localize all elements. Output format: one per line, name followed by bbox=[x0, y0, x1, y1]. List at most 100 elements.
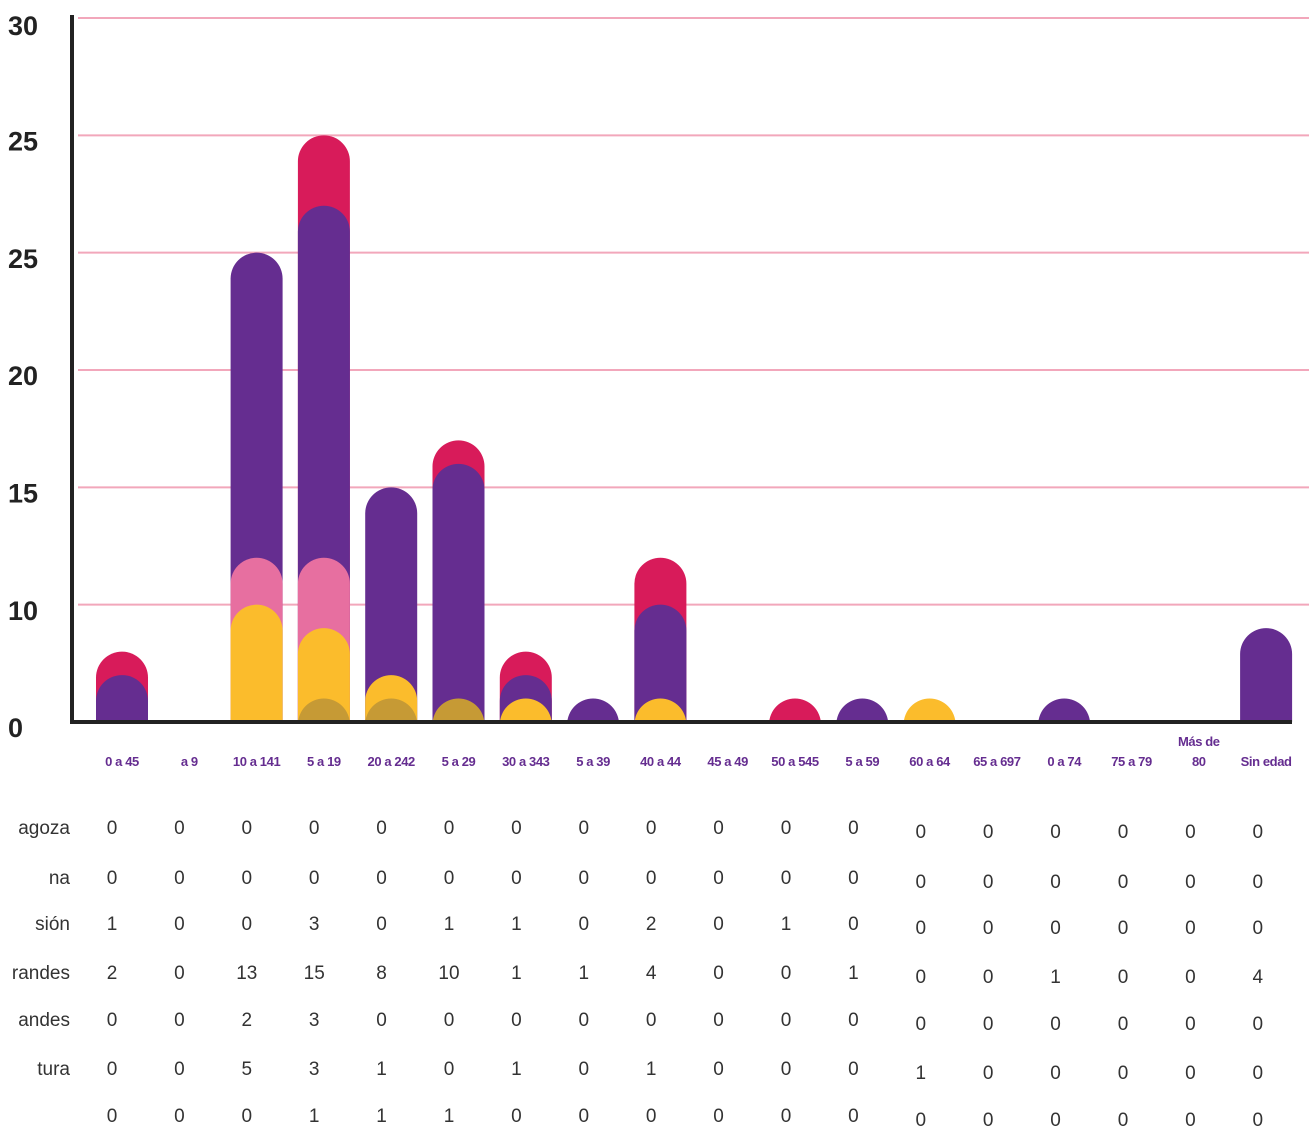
table-cell: 0 bbox=[713, 1059, 724, 1080]
table-cell: 0 bbox=[174, 1010, 185, 1031]
table-cell: 0 bbox=[1253, 1014, 1264, 1035]
table-cell: 3 bbox=[309, 1059, 320, 1080]
table-cell: 0 bbox=[781, 1106, 792, 1127]
x-tick-label: 50 a 545 bbox=[771, 754, 819, 769]
x-tick-label: 65 a 697 bbox=[973, 754, 1021, 769]
table-cell: 1 bbox=[781, 914, 792, 935]
table-cell: 0 bbox=[781, 963, 792, 984]
table-cell: 0 bbox=[713, 1010, 724, 1031]
table-cell: 0 bbox=[1185, 967, 1196, 988]
table-cell: 8 bbox=[376, 963, 387, 984]
table-cell: 0 bbox=[1253, 872, 1264, 893]
table-cell: 0 bbox=[174, 963, 185, 984]
table-cell: 0 bbox=[511, 1106, 522, 1127]
bar-segment bbox=[96, 675, 148, 722]
x-tick-label: 5 a 59 bbox=[845, 754, 880, 769]
table-cell: 0 bbox=[1050, 1014, 1061, 1035]
table-cell: 0 bbox=[983, 918, 994, 939]
table-cell: 0 bbox=[309, 818, 320, 839]
x-tick-label: 60 a 64 bbox=[909, 754, 950, 769]
table-cell: 0 bbox=[579, 1059, 590, 1080]
bar-segment bbox=[499, 698, 552, 725]
bar-segment bbox=[365, 487, 418, 722]
table-cell: 2 bbox=[107, 963, 118, 984]
table-cell: 1 bbox=[309, 1106, 320, 1127]
table-cell: 0 bbox=[1050, 872, 1061, 893]
bar-segment bbox=[297, 628, 350, 722]
table-cell: 0 bbox=[174, 868, 185, 889]
table-cell: 0 bbox=[1050, 1063, 1061, 1084]
table-cell: 0 bbox=[1118, 822, 1129, 843]
table-cell: 0 bbox=[916, 872, 927, 893]
table-cell: 0 bbox=[376, 914, 387, 935]
table-cell: 4 bbox=[1253, 967, 1264, 988]
table-cell: 0 bbox=[983, 872, 994, 893]
table-cell: 0 bbox=[511, 818, 522, 839]
table-cell: 0 bbox=[579, 1106, 590, 1127]
table-cell: 0 bbox=[242, 818, 253, 839]
table-cell: 4 bbox=[646, 963, 657, 984]
row-label: agoza bbox=[18, 818, 70, 839]
table-cell: 0 bbox=[579, 818, 590, 839]
y-tick-label: 20 bbox=[8, 361, 38, 391]
table-cell: 1 bbox=[579, 963, 590, 984]
bar-segment bbox=[634, 698, 687, 725]
table-cell: 0 bbox=[646, 818, 657, 839]
x-tick-label: 0 a 45 bbox=[105, 754, 139, 769]
row-label: na bbox=[49, 868, 71, 889]
x-tick-label: Sin edad bbox=[1240, 754, 1292, 769]
row-label: randes bbox=[12, 963, 70, 984]
table-cell: 0 bbox=[983, 822, 994, 843]
table-cell: 0 bbox=[174, 1059, 185, 1080]
bar-segment bbox=[297, 698, 350, 725]
table-cell: 0 bbox=[1050, 918, 1061, 939]
table-cell: 0 bbox=[713, 868, 724, 889]
table-cell: 0 bbox=[1118, 1063, 1129, 1084]
x-tick-label: 30 a 343 bbox=[502, 754, 550, 769]
table-cell: 0 bbox=[781, 1010, 792, 1031]
table-cell: 0 bbox=[242, 1106, 253, 1127]
x-tick-label: a 9 bbox=[180, 754, 198, 769]
table-cell: 1 bbox=[511, 914, 522, 935]
table-cell: 0 bbox=[1118, 918, 1129, 939]
y-tick-label: 25 bbox=[8, 126, 38, 156]
table-cell: 0 bbox=[107, 1059, 118, 1080]
table-cell: 0 bbox=[444, 868, 455, 889]
x-tick-label: 5 a 39 bbox=[576, 754, 610, 769]
table-cell: 1 bbox=[376, 1106, 387, 1127]
y-tick-label: 10 bbox=[8, 596, 38, 626]
bar-segment bbox=[1240, 628, 1293, 722]
table-cell: 13 bbox=[236, 963, 257, 984]
table-cell: 0 bbox=[983, 967, 994, 988]
table-cell: 0 bbox=[781, 1059, 792, 1080]
table-cell: 0 bbox=[174, 1106, 185, 1127]
table-cell: 0 bbox=[376, 818, 387, 839]
table-cell: 0 bbox=[646, 1106, 657, 1127]
table-cell: 0 bbox=[1253, 1110, 1264, 1129]
table-cell: 0 bbox=[1118, 1014, 1129, 1035]
table-cell: 0 bbox=[107, 868, 118, 889]
table-cell: 0 bbox=[1185, 822, 1196, 843]
bar-segment bbox=[365, 698, 418, 725]
table-cell: 0 bbox=[781, 868, 792, 889]
table-cell: 0 bbox=[309, 868, 320, 889]
table-cell: 0 bbox=[781, 818, 792, 839]
x-tick-label: 5 a 29 bbox=[441, 754, 476, 769]
table-cell: 0 bbox=[848, 1010, 859, 1031]
table-cell: 0 bbox=[713, 818, 724, 839]
table-cell: 0 bbox=[579, 868, 590, 889]
x-tick-label: 40 a 44 bbox=[640, 754, 681, 769]
table-cell: 0 bbox=[444, 1010, 455, 1031]
table-cell: 0 bbox=[713, 963, 724, 984]
table-cell: 1 bbox=[376, 1059, 387, 1080]
row-label: sión bbox=[35, 914, 70, 935]
table-cell: 1 bbox=[1050, 967, 1061, 988]
table-cell: 1 bbox=[646, 1059, 657, 1080]
table-cell: 0 bbox=[646, 1010, 657, 1031]
table-cell: 0 bbox=[916, 1014, 927, 1035]
table-cell: 0 bbox=[848, 1106, 859, 1127]
table-cell: 1 bbox=[107, 914, 118, 935]
table-cell: 0 bbox=[1253, 822, 1264, 843]
table-cell: 0 bbox=[916, 822, 927, 843]
